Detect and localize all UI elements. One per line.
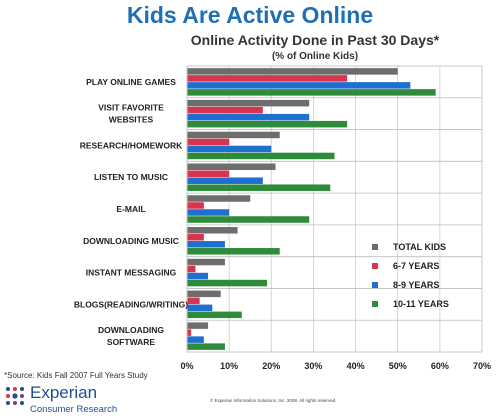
x-tick-label: 10%: [220, 361, 238, 371]
bar: [187, 177, 263, 184]
bar: [187, 272, 209, 280]
x-tick-label: 50%: [389, 361, 407, 371]
bar: [187, 106, 263, 114]
category-label: RESEARCH/HOMEWORK: [80, 140, 183, 150]
category-label: BLOGS(READING/WRITING): [74, 299, 188, 309]
bar: [187, 329, 192, 336]
chart-subtitle: (% of Online Kids): [271, 51, 359, 62]
x-tick-label: 30%: [304, 361, 322, 371]
bar: [187, 145, 272, 153]
bar: [187, 89, 436, 96]
x-tick-label: 60%: [431, 361, 449, 371]
x-tick-label: 40%: [347, 361, 365, 371]
category-label: VISIT FAVORITE WEBSITES: [98, 103, 164, 125]
legend-label: 8-9 YEARS: [393, 280, 439, 290]
bar: [187, 184, 331, 191]
bar: [187, 120, 348, 128]
copyright-note: © Experian Information Solutions, Inc. 2…: [210, 398, 337, 403]
bar: [187, 152, 335, 160]
page-title: Kids Are Active Online: [126, 2, 374, 28]
bar: [187, 131, 280, 139]
bar: [187, 265, 196, 273]
legend-label: 6-7 YEARS: [393, 261, 439, 271]
bar: [187, 336, 204, 343]
category-label: DOWNLOADING SOFTWARE: [98, 325, 164, 347]
experian-dots-icon: [6, 387, 24, 405]
category-label: PLAY ONLINE GAMES: [86, 77, 176, 87]
category-label: INSTANT MESSAGING: [86, 268, 177, 278]
bar: [187, 113, 310, 121]
bar: [187, 202, 204, 209]
bar: [187, 163, 276, 170]
bar: [187, 99, 310, 107]
bar: [187, 297, 200, 305]
bar: [187, 170, 230, 177]
logo-tagline: Consumer Research: [30, 404, 118, 415]
bar: [187, 343, 225, 350]
legend-swatch: [372, 282, 378, 288]
bar: [187, 304, 213, 312]
logo-name: Experian: [30, 383, 98, 402]
source-note: *Source: Kids Fall 2007 Full Years Study: [4, 371, 148, 380]
plot-frame: [186, 65, 483, 353]
bar: [187, 209, 230, 216]
bar: [187, 68, 398, 75]
bar: [187, 311, 242, 319]
bar: [187, 216, 310, 223]
bar: [187, 75, 348, 82]
legend-label: 10-11 YEARS: [393, 299, 449, 309]
bar: [187, 227, 238, 234]
category-label: E-MAIL: [116, 204, 145, 214]
bar: [187, 138, 230, 146]
bar: [187, 322, 209, 329]
bar: [187, 234, 204, 241]
category-label: DOWNLOADING MUSIC: [83, 236, 179, 246]
bar: [187, 195, 251, 202]
legend-swatch: [372, 263, 378, 269]
legend-swatch: [372, 244, 378, 250]
bar: [187, 241, 225, 248]
bar: [187, 248, 280, 255]
legend-label: TOTAL KIDS: [393, 242, 446, 252]
legend-swatch: [372, 301, 378, 307]
chart-title: Online Activity Done in Past 30 Days*: [190, 32, 440, 48]
x-tick-label: 70%: [473, 361, 491, 371]
bar: [187, 82, 411, 89]
bar: [187, 279, 268, 287]
bar: [187, 258, 225, 266]
bar: [187, 290, 221, 298]
category-label: LISTEN TO MUSIC: [94, 172, 168, 182]
x-tick-label: 20%: [262, 361, 280, 371]
x-tick-label: 0%: [180, 361, 193, 371]
